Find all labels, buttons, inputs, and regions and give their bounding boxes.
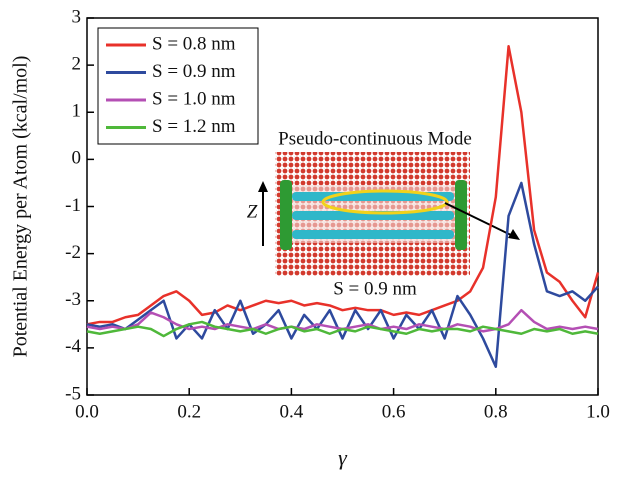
x-tick-label: 1.0 xyxy=(586,401,610,422)
y-tick-label: -3 xyxy=(65,289,81,310)
x-tick-label: 0.2 xyxy=(177,401,201,422)
legend-label: S = 0.8 nm xyxy=(152,33,236,54)
legend: S = 0.8 nm S = 0.9 nm S = 1.0 nm S = 1.2 nm xyxy=(97,27,259,145)
y-tick-label: 2 xyxy=(72,53,82,74)
series-line xyxy=(86,320,599,338)
y-tick-label: -1 xyxy=(65,195,81,216)
annotation: Z xyxy=(247,201,258,222)
x-tick-label: 0.6 xyxy=(382,401,406,422)
x-axis-label: γ xyxy=(338,445,348,470)
y-tick-label: -5 xyxy=(65,383,81,404)
x-tick-label: 0.4 xyxy=(280,401,304,422)
annotation: Pseudo-continuous Mode xyxy=(278,128,472,149)
series-line xyxy=(86,45,600,326)
legend-label: S = 1.0 nm xyxy=(152,88,236,109)
y-tick-label: 0 xyxy=(72,148,82,169)
series-line xyxy=(86,181,599,368)
y-tick-label: 1 xyxy=(72,101,82,122)
legend-label: S = 1.2 nm xyxy=(152,116,236,137)
x-tick-label: 0.0 xyxy=(75,401,99,422)
y-tick-label: 3 xyxy=(72,6,82,27)
legend-label: S = 0.9 nm xyxy=(152,61,236,82)
y-axis-label: Potential Energy per Atom (kcal/mol) xyxy=(10,56,32,358)
annotation: S = 0.9 nm xyxy=(333,278,417,299)
inset xyxy=(258,152,520,276)
y-tick-label: -2 xyxy=(65,242,81,263)
x-tick-label: 0.8 xyxy=(484,401,508,422)
y-tick-label: -4 xyxy=(65,336,81,357)
legend-box xyxy=(97,27,259,145)
